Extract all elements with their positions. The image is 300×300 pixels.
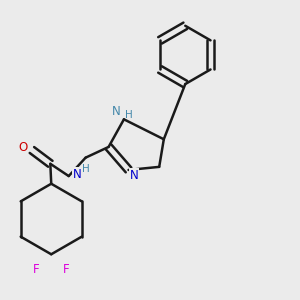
Text: F: F [33, 262, 40, 275]
Text: O: O [18, 141, 27, 154]
Text: N: N [73, 168, 82, 181]
Text: N: N [112, 105, 121, 118]
Text: H: H [125, 110, 133, 120]
Text: N: N [130, 169, 138, 182]
Text: H: H [82, 164, 90, 174]
Text: F: F [63, 262, 69, 275]
